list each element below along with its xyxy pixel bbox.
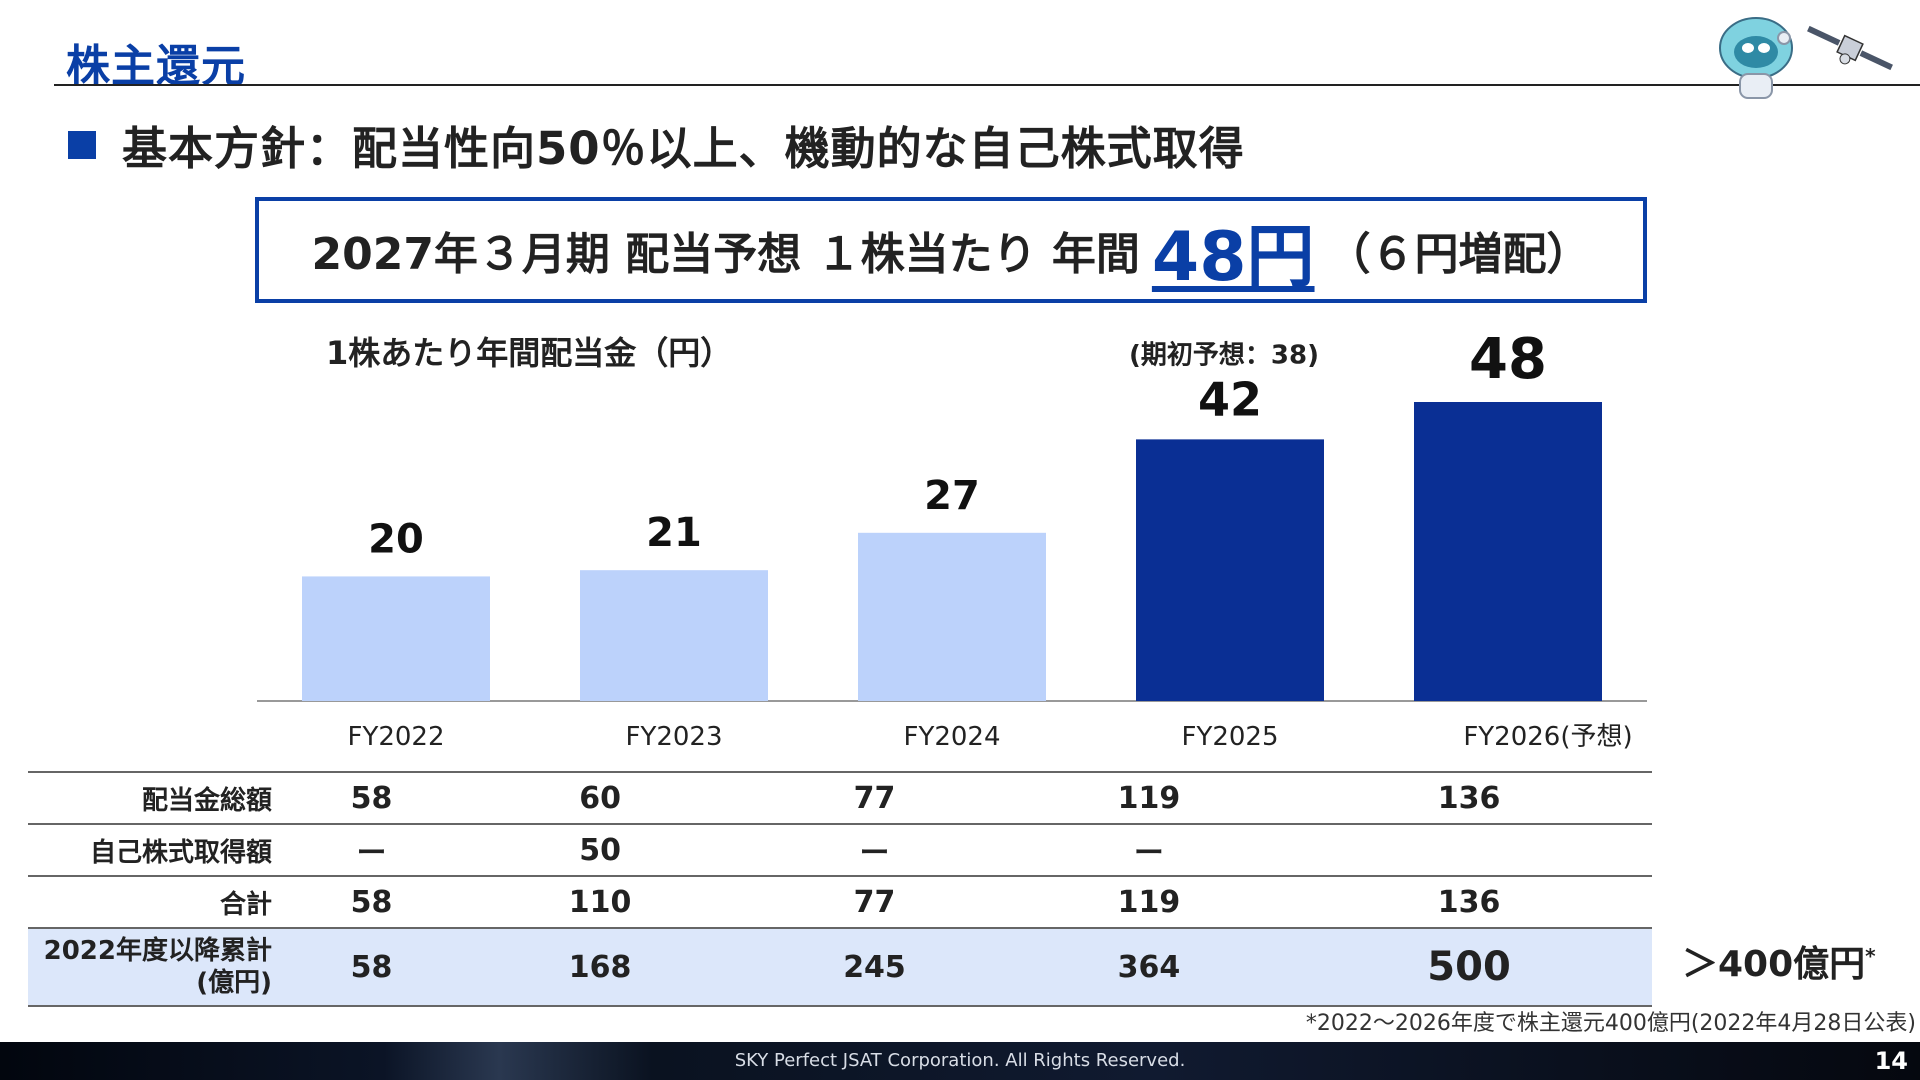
category-label: FY2023 — [625, 722, 722, 752]
title-divider — [54, 84, 1920, 86]
forecast-amount: 48円 — [1151, 217, 1315, 297]
table-cell: ー — [356, 836, 387, 871]
target-note-text: ＞400億円 — [1682, 944, 1866, 985]
table-row: 自己株式取得額 ー 50 ー ー — [28, 824, 1652, 876]
category-label: FY2024 — [903, 722, 1000, 752]
bar-value-label: 20 — [368, 516, 424, 562]
table-cell: 77 — [853, 884, 896, 920]
table-cell: 119 — [1117, 884, 1181, 920]
satellite-icon — [1807, 25, 1893, 71]
bar-value-label: 27 — [924, 473, 980, 519]
cumulative-label: 2022年度以降累計 (億円) — [28, 928, 280, 1006]
table-row: 配当金総額 58 60 77 119 136 — [28, 772, 1652, 824]
category-label: FY2026(予想) — [1463, 722, 1632, 752]
dividend-forecast-box: 2027年３月期 配当予想 １株当たり 年間 48円 （６円増配） — [255, 197, 1647, 303]
footnote: *2022～2026年度で株主還元400億円(2022年4月28日公表) — [1305, 1011, 1916, 1036]
forecast-annotation: (期初予想：38) — [1129, 340, 1319, 370]
table-cell: 110 — [568, 884, 632, 920]
cumulative-cell: 168 — [568, 949, 632, 985]
mascot-icon — [1719, 17, 1893, 99]
bar-fy2025 — [1136, 439, 1324, 701]
policy-bullet: 基本方針：配当性向50％以上、機動的な自己株式取得 — [68, 112, 1245, 177]
table-cell: 58 — [350, 780, 393, 816]
table-cell: 136 — [1437, 884, 1501, 920]
footer-copyright: SKY Perfect JSAT Corporation. All Rights… — [734, 1050, 1186, 1071]
forecast-suffix: （６円増配） — [1326, 229, 1591, 280]
cumulative-cell: 245 — [843, 949, 906, 985]
bar-value-label: 42 — [1198, 372, 1262, 426]
returns-table: 配当金総額 58 60 77 119 136 自己株式取得額 ー 50 ー ー合計 58 110 77 11… — [28, 771, 1652, 1007]
cumulative-label-line1: 2022年度以降累計 — [43, 936, 272, 966]
table-cell: 50 — [579, 832, 621, 868]
bar-value-label: 48 — [1469, 327, 1547, 392]
bar-value-label: 21 — [646, 510, 702, 556]
category-label: FY2025 — [1181, 722, 1278, 752]
target-note-mark: * — [1865, 944, 1876, 968]
table-row: 合計 58 110 77 119 136 — [28, 876, 1652, 928]
footer-bar — [0, 1042, 1920, 1080]
forecast-prefix: 2027年３月期 配当予想 １株当たり 年間 — [311, 229, 1140, 280]
bar-fy2026 — [1414, 402, 1602, 701]
cumulative-cell: 500 — [1427, 944, 1511, 990]
bullet-square-icon — [68, 130, 96, 159]
table-cell: ー — [859, 836, 890, 871]
target-note: ＞400億円* — [1682, 935, 1876, 987]
table-cell: 60 — [579, 780, 621, 816]
bar-fy2022 — [302, 576, 490, 701]
table-cell — [1286, 824, 1652, 876]
row-label: 合計 — [219, 889, 272, 920]
dividend-bar-chart: 1株あたり年間配当金（円） 20 FY2022 21 FY2023 27 FY2024 42… — [257, 327, 1647, 752]
chart-title: 1株あたり年間配当金（円） — [326, 334, 732, 372]
bar-fy2024 — [858, 532, 1046, 701]
row-label: 配当金総額 — [141, 785, 272, 816]
category-label: FY2022 — [347, 722, 444, 752]
page-title: 株主還元 — [66, 41, 246, 92]
table-cell: 77 — [853, 780, 896, 816]
cumulative-row: 2022年度以降累計 (億円) 58 168 245 364 500 — [28, 928, 1652, 1006]
cumulative-cell: 58 — [350, 949, 393, 985]
table-cell: 58 — [350, 884, 393, 920]
policy-text: 基本方針：配当性向50％以上、機動的な自己株式取得 — [122, 122, 1245, 175]
page-number: 14 — [1874, 1047, 1908, 1075]
table-cell: 119 — [1117, 780, 1181, 816]
mascot-character — [1719, 17, 1793, 99]
table-cell: ー — [1133, 836, 1164, 871]
cumulative-cell: 364 — [1117, 949, 1181, 985]
cumulative-label-line2: (億円) — [196, 968, 272, 998]
row-label: 自己株式取得額 — [89, 837, 272, 868]
table-cell: 136 — [1437, 780, 1501, 816]
bar-fy2023 — [580, 570, 768, 701]
